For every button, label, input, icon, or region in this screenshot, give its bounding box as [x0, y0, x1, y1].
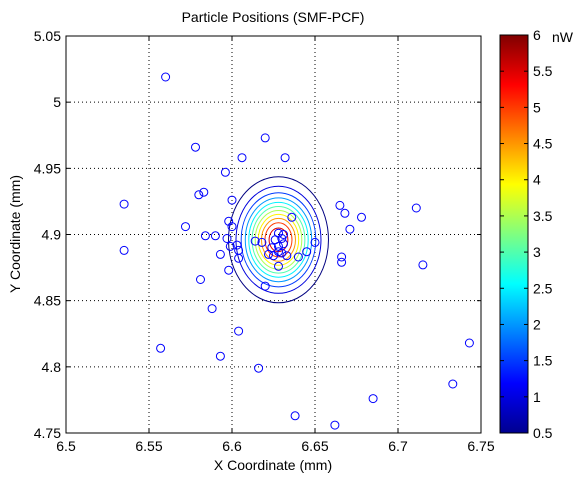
particle-point: [227, 195, 237, 205]
particle-point: [220, 167, 230, 177]
particle-point: [224, 265, 234, 275]
colorbar-tick-label: 1: [533, 389, 541, 405]
colorbar-tick-label: 0.5: [533, 425, 553, 441]
x-tick-label: 6.65: [301, 438, 328, 454]
y-tick-label: 4.9: [42, 227, 62, 243]
particle-point: [274, 261, 283, 271]
particle-point: [287, 212, 297, 222]
particle-point: [280, 153, 290, 163]
contour-level-0: [227, 176, 329, 304]
particle-point: [464, 338, 474, 348]
particle-point: [210, 231, 220, 241]
particle-point: [279, 239, 288, 249]
contour-level-4: [248, 201, 309, 278]
particle-point: [156, 343, 166, 353]
particle-point: [345, 224, 355, 234]
particle-point: [418, 260, 428, 270]
particle-point: [310, 237, 320, 247]
x-tick-label: 6.75: [467, 438, 494, 454]
x-tick-label: 6.55: [135, 438, 162, 454]
contour-level-6: [254, 209, 303, 270]
colorbar: [499, 34, 529, 434]
particle-point: [330, 420, 340, 430]
particle-point: [199, 187, 209, 197]
chart-title: Particle Positions (SMF-PCF): [182, 9, 365, 25]
particle-point: [260, 281, 270, 291]
colorbar-tick-label: 2: [533, 316, 541, 332]
x-axis-label: X Coordinate (mm): [214, 457, 332, 473]
y-tick-label: 4.8: [42, 359, 62, 375]
particle-point: [337, 257, 347, 267]
particle-point: [224, 216, 234, 226]
particle-point: [215, 351, 225, 361]
particle-point: [357, 212, 366, 222]
particle-point: [448, 379, 458, 389]
particle-point: [161, 72, 171, 82]
particle-point: [232, 240, 242, 250]
contour-level-8: [260, 217, 296, 262]
contour-level-5: [251, 205, 306, 274]
particle-point: [234, 253, 244, 263]
particle-point: [282, 251, 292, 261]
particle-point: [196, 275, 205, 284]
particle-point: [274, 228, 283, 238]
y-tick-label: 4.95: [34, 160, 61, 176]
y-tick-label: 5: [53, 94, 61, 110]
x-tick-label: 6.7: [388, 438, 408, 454]
y-ticks: 4.75 4.8 4.85 4.9 4.95 5 5.05: [34, 28, 481, 441]
particle-point: [368, 394, 378, 404]
particle-point: [181, 222, 190, 232]
colorbar-tick-label: 3: [533, 244, 541, 260]
colorbar-tick-label: 1.5: [533, 353, 553, 369]
particle-point: [222, 234, 232, 243]
particle-point: [234, 326, 244, 336]
particle-point: [237, 153, 247, 163]
particle-point: [254, 363, 264, 373]
colorbar-tick-label: 4: [533, 172, 541, 188]
colorbar-tick-label: 5: [533, 99, 541, 115]
particle-point: [302, 247, 312, 257]
particle-point: [267, 243, 277, 253]
particle-point: [290, 411, 300, 421]
particle-point: [411, 203, 421, 213]
y-tick-label: 4.75: [34, 425, 61, 441]
particle-point: [279, 230, 288, 239]
x-tick-label: 6.6: [222, 438, 242, 454]
y-tick-label: 5.05: [34, 28, 61, 44]
particle-point: [194, 190, 204, 200]
x-ticks: 6.5 6.55 6.6 6.65 6.7 6.75: [56, 36, 495, 454]
particle-point: [250, 236, 260, 246]
particle-point: [277, 234, 287, 243]
colorbar-tick-label: 4.5: [533, 136, 553, 152]
particle-point: [335, 200, 345, 210]
particle-point: [260, 133, 270, 143]
y-tick-label: 4.85: [34, 293, 61, 309]
particle-points: [119, 72, 474, 430]
particle-point: [227, 222, 237, 232]
y-axis-label: Y Coordinate (mm): [7, 175, 23, 293]
contour-level-2: [240, 192, 317, 288]
particle-point: [257, 237, 267, 247]
particle-point: [119, 199, 129, 209]
colorbar-unit: nW: [552, 29, 574, 45]
colorbar-ticks: 0.5 1 1.5 2 2.5 3 3.5 4 4.5 5 5.5 6: [500, 27, 553, 441]
particle-point: [207, 304, 217, 314]
x-tick-label: 6.5: [56, 438, 76, 454]
particle-point: [293, 252, 303, 262]
colorbar-tick-label: 5.5: [533, 63, 553, 79]
particle-point: [340, 208, 350, 218]
plot-area: [66, 36, 481, 433]
particle-point: [225, 241, 235, 251]
particle-point: [337, 252, 347, 262]
particle-point: [200, 231, 210, 241]
colorbar-tick-label: 6: [533, 27, 541, 43]
particle-point: [119, 245, 129, 255]
particle-point: [191, 142, 200, 152]
colorbar-tick-label: 2.5: [533, 280, 553, 296]
colorbar-tick-label: 3.5: [533, 208, 553, 224]
contour-level-1: [235, 185, 322, 294]
particle-point: [215, 249, 225, 259]
